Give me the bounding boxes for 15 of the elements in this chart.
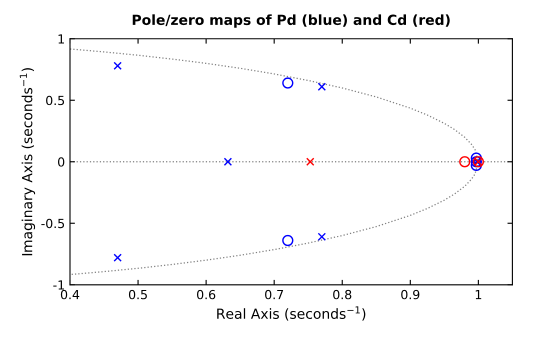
y-tick-label: 0 — [58, 157, 64, 167]
y-axis-title: Imaginary Axis (seconds$^{−1}$) — [20, 68, 36, 256]
x-axis-title: Real Axis (seconds$^{−1}$) — [217, 306, 366, 321]
x-tick-label: 0.9 — [401, 290, 420, 300]
chart-title: Pole/zero maps of Pd (blue) and Cd (red) — [132, 14, 450, 28]
x-tick-label: 0.6 — [197, 290, 216, 300]
y-tick-label: 0.5 — [46, 96, 64, 106]
y-tick-label: 1 — [58, 34, 64, 44]
x-tick-label: 0.7 — [265, 290, 284, 300]
y-tick-label: -1 — [53, 280, 64, 290]
x-tick-label: 0.8 — [333, 290, 352, 300]
x-tick-label: 0.5 — [128, 290, 147, 300]
x-tick-label: 0.4 — [60, 290, 80, 300]
y-tick-label: -0.5 — [41, 218, 64, 228]
x-tick-label: 1 — [476, 290, 482, 300]
